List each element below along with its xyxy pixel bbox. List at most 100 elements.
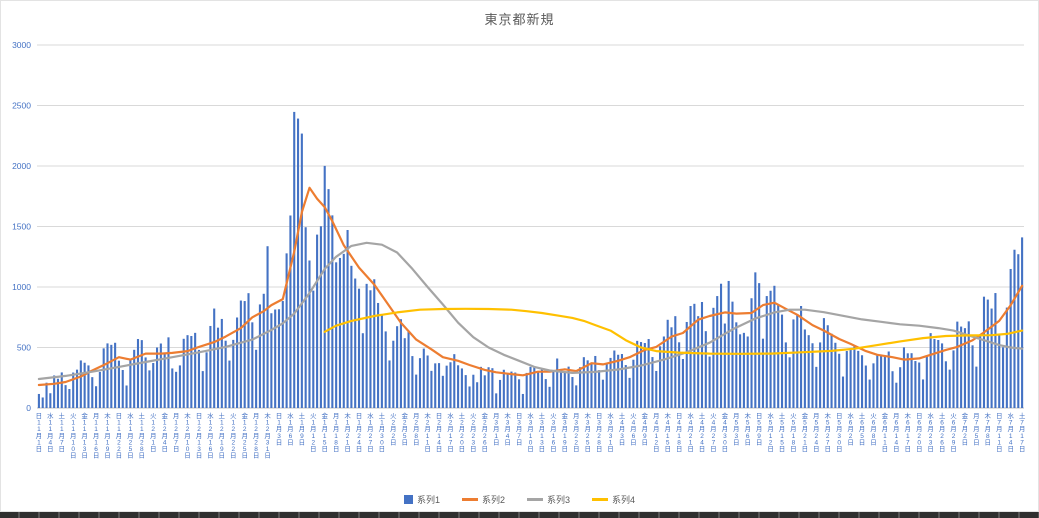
svg-text:3000: 3000 [12, 40, 31, 50]
svg-text:1500: 1500 [12, 222, 31, 232]
legend-item-series1: 系列1 [403, 493, 440, 506]
spreadsheet-row-strip [0, 512, 1039, 518]
legend-label-series3: 系列3 [547, 495, 571, 505]
svg-text:2500: 2500 [12, 101, 31, 111]
legend-label-series2: 系列2 [481, 495, 505, 505]
series3-line-swatch-icon [527, 498, 543, 501]
series1-bar-swatch-icon [403, 495, 413, 504]
legend-label-series4: 系列4 [612, 495, 636, 505]
svg-text:0: 0 [26, 403, 31, 413]
legend-item-series4: 系列4 [592, 493, 635, 506]
legend-item-series3: 系列3 [527, 493, 570, 506]
chart-legend: 系列1 系列2 系列3 系列4 [1, 493, 1038, 506]
legend-label-series1: 系列1 [416, 495, 440, 505]
chart-title: 東京都新規 [484, 12, 555, 27]
svg-text:1000: 1000 [12, 282, 31, 292]
legend-item-series2: 系列2 [461, 493, 505, 506]
series4-line-swatch-icon [592, 498, 609, 501]
